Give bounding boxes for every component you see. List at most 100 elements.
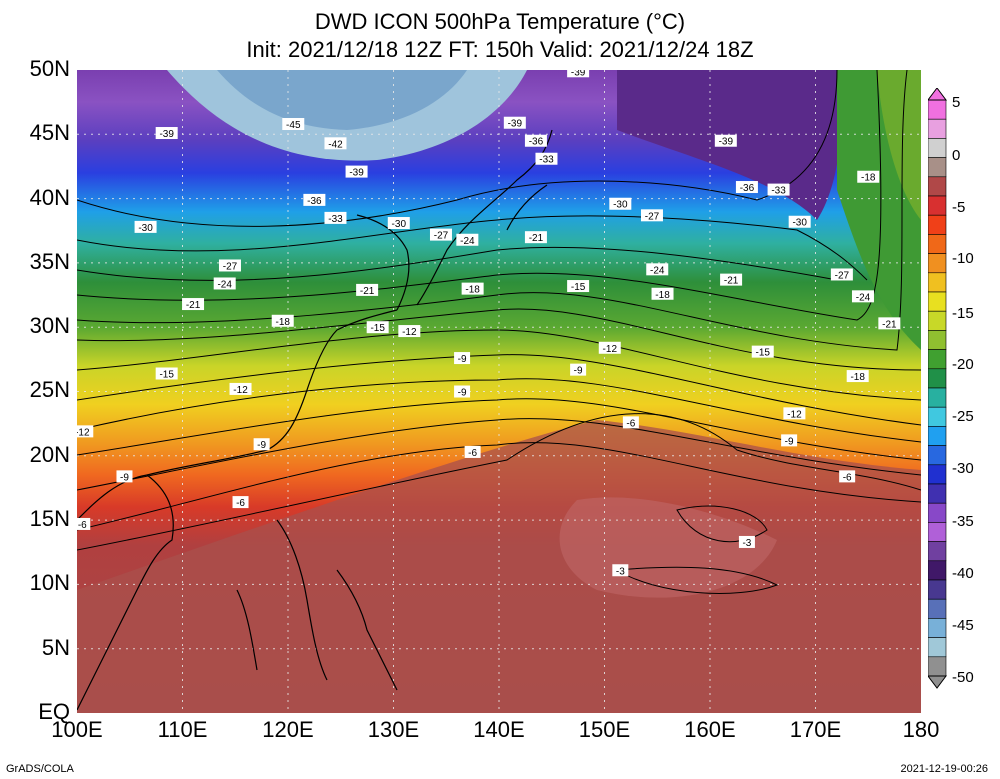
lat-tick: 30N	[29, 313, 70, 338]
svg-text:-9: -9	[257, 440, 266, 451]
contour-label: -24	[851, 290, 874, 303]
colorbar-tick: -50	[952, 669, 974, 686]
contour-label: -18	[461, 282, 484, 296]
lon-tick: 170E	[789, 717, 842, 742]
contour-label: -33	[767, 183, 790, 197]
svg-text:-33: -33	[539, 155, 554, 166]
lon-tick: 150E	[578, 717, 631, 742]
contour-label: -36	[524, 134, 547, 148]
contour-label: -30	[609, 197, 632, 211]
chart-title: DWD ICON 500hPa Temperature (°C)	[314, 9, 686, 34]
contour-label: -12	[77, 425, 94, 438]
contour-label: -42	[324, 137, 347, 150]
svg-text:-42: -42	[328, 139, 343, 150]
colorbar-box	[928, 234, 947, 254]
svg-text:-12: -12	[233, 385, 248, 396]
colorbar-box	[928, 118, 947, 139]
colorbar-box	[928, 560, 947, 581]
svg-text:-18: -18	[275, 317, 290, 328]
contour-label: -15	[567, 280, 590, 293]
colorbar-bottom-arrow	[928, 675, 947, 689]
contour-label: -6	[77, 517, 91, 531]
lat-tick: 45N	[29, 120, 70, 145]
svg-text:-3: -3	[616, 566, 625, 577]
svg-text:-24: -24	[650, 265, 665, 276]
colorbar-box	[928, 195, 947, 216]
contour-label: -33	[324, 211, 347, 225]
contour-label: -21	[182, 298, 205, 311]
contour-label: -27	[429, 228, 452, 242]
colorbar-box	[928, 349, 947, 370]
lat-tick: EQ	[38, 699, 70, 724]
lon-tick: 180	[902, 717, 940, 742]
contour-label: -6	[839, 470, 856, 483]
svg-text:-6: -6	[626, 418, 635, 429]
contour-label: -27	[218, 259, 241, 272]
contour-label: -39	[503, 116, 526, 130]
colorbar-tick: -15	[952, 305, 974, 322]
contour-label: -3	[738, 535, 755, 549]
contour-label: -39	[345, 165, 368, 179]
contour-label: -9	[253, 438, 270, 451]
colorbar-box	[928, 330, 947, 350]
contour-label: -15	[366, 321, 389, 334]
svg-text:-36: -36	[307, 196, 322, 207]
contour-label: -18	[846, 370, 869, 383]
contour-label: -9	[116, 470, 133, 483]
contour-label: -27	[830, 268, 853, 281]
lat-tick: 40N	[29, 185, 70, 210]
colorbar-box	[928, 541, 947, 562]
lat-tick: 20N	[29, 442, 70, 467]
colorbar-box	[928, 214, 947, 235]
colorbar	[928, 88, 947, 689]
svg-text:-36: -36	[740, 183, 755, 194]
temperature-map: -45 -42 -39 -39 -39 -39 -39 -36 -36 -36 -33 -33 -33 -…	[77, 70, 921, 713]
isotherms	[77, 70, 921, 594]
render-timestamp: 2021-12-19-00:26	[900, 763, 988, 775]
lat-tick: 5N	[41, 635, 70, 660]
contour-label: -12	[783, 407, 806, 420]
lon-tick: 100E	[51, 717, 103, 742]
contour-label: -15	[155, 367, 178, 380]
svg-text:-18: -18	[850, 372, 865, 383]
colorbar-tick: -40	[952, 565, 974, 582]
lat-tick: 25N	[29, 377, 70, 402]
svg-text:-33: -33	[328, 214, 343, 225]
contour-label: -39	[567, 70, 590, 78]
svg-text:-15: -15	[370, 323, 385, 334]
contour-label: -12	[229, 382, 252, 396]
contour-label: -9	[454, 352, 471, 365]
contour-label: -36	[735, 181, 758, 194]
colorbar-tick: -10	[952, 250, 974, 267]
contour-label: -30	[788, 215, 811, 229]
svg-text:-21: -21	[724, 276, 739, 287]
svg-text:-30: -30	[138, 223, 153, 234]
svg-text:-45: -45	[286, 120, 301, 131]
svg-text:-21: -21	[882, 319, 897, 330]
svg-text:-6: -6	[78, 520, 87, 531]
contour-label: -18	[651, 287, 674, 301]
contour-label: -27	[640, 209, 663, 222]
colorbar-box	[928, 157, 947, 178]
svg-text:-21: -21	[360, 286, 375, 297]
colorbar-box	[928, 656, 947, 677]
colorbar-box	[928, 138, 947, 158]
contour-label: -6	[232, 496, 249, 509]
svg-text:-6: -6	[468, 448, 477, 459]
contour-label: -24	[646, 263, 669, 276]
colorbar-tick: 0	[952, 147, 961, 164]
lat-tick: 15N	[29, 506, 70, 531]
svg-text:-18: -18	[861, 173, 876, 184]
svg-text:-9: -9	[785, 436, 794, 447]
svg-text:-39: -39	[349, 168, 364, 179]
colorbar-tick: -20	[952, 356, 974, 373]
lon-tick: 110E	[157, 717, 208, 742]
contour-label: -6	[622, 416, 639, 429]
cold-pool-core	[217, 70, 467, 130]
lon-tick: 160E	[684, 717, 736, 742]
contour-labels: -45 -42 -39 -39 -39 -39 -39 -36 -36 -36 -33 -33 -33 -…	[77, 70, 901, 577]
contour-label: -12	[398, 325, 421, 338]
svg-text:-27: -27	[223, 261, 238, 272]
contour-label: -45	[282, 118, 305, 131]
svg-text:-18: -18	[465, 285, 480, 296]
